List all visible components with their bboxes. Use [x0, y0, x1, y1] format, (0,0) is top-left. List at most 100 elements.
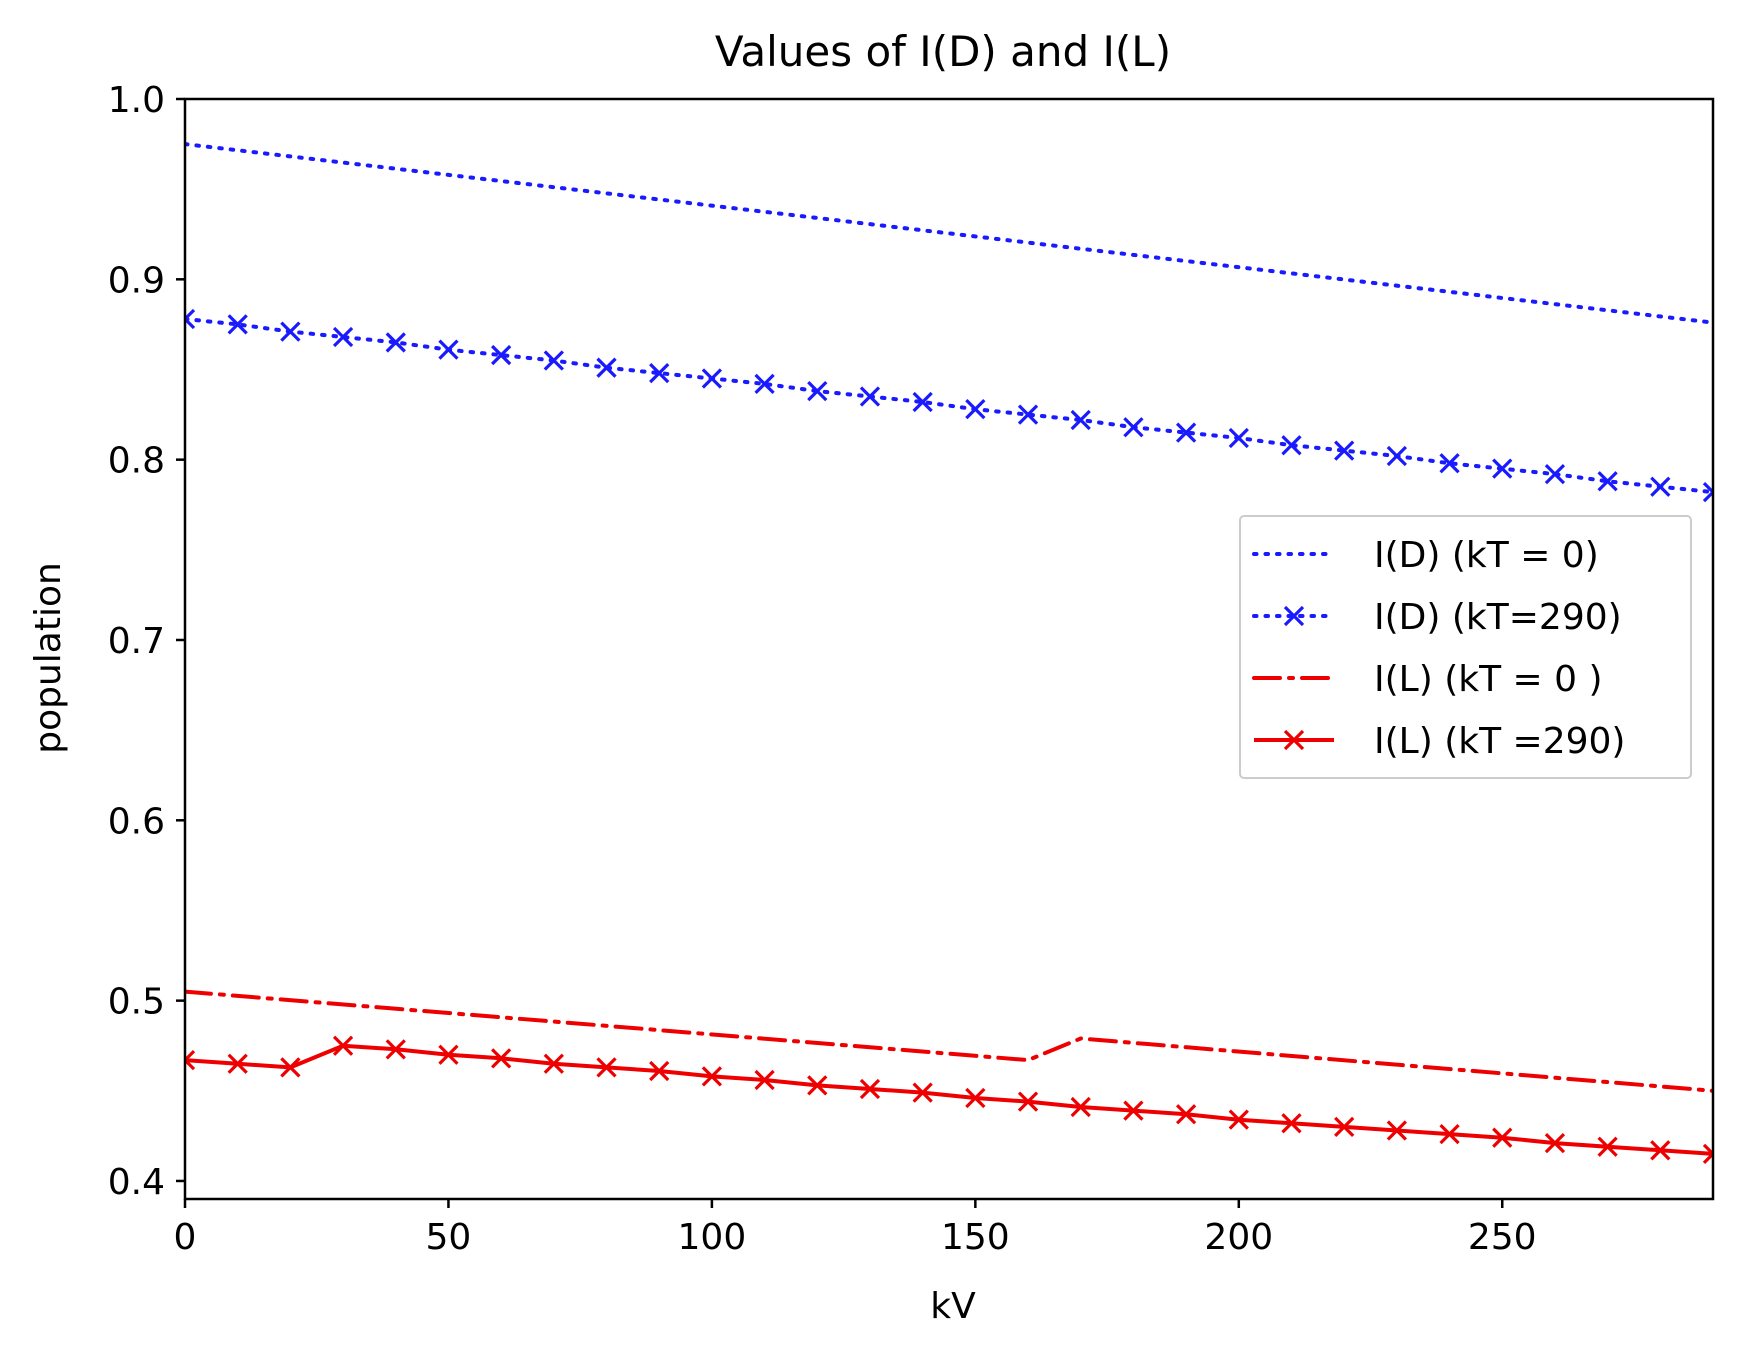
x-tick-label: 100: [678, 1217, 747, 1258]
plot-frame: [183, 97, 1715, 1201]
data-point-marker: [227, 1053, 248, 1074]
data-point-marker: [1017, 404, 1039, 425]
data-point-marker: [912, 391, 933, 413]
data-point-marker: [280, 1057, 301, 1078]
data-point-marker: [701, 1066, 723, 1087]
data-point-marker: [280, 321, 301, 342]
data-point-marker: [649, 1060, 670, 1082]
data-point-marker: [438, 339, 459, 360]
y-tick-label: 0.8: [108, 441, 165, 482]
data-point-marker: [649, 362, 670, 384]
legend-item: I(D) (kT=290): [1252, 597, 1622, 638]
data-point-marker: [1544, 463, 1566, 485]
data-point-marker: [438, 1044, 459, 1065]
data-point-marker: [807, 1075, 828, 1096]
data-point-marker: [596, 357, 617, 378]
x-tick-label: 150: [941, 1217, 1010, 1258]
series-2: [185, 308, 1713, 503]
data-point-marker: [701, 368, 723, 389]
data-point-marker: [543, 350, 564, 371]
x-tick-label: 250: [1468, 1217, 1537, 1258]
x-tick-label: 50: [426, 1217, 472, 1258]
y-tick-label: 0.9: [108, 260, 165, 301]
legend-item: I(L) (kT =290): [1254, 721, 1625, 762]
data-point-marker: [385, 1039, 406, 1060]
data-point-marker: [859, 386, 881, 407]
data-point-marker: [332, 326, 354, 348]
data-point-marker: [1597, 471, 1618, 492]
data-point-marker: [1702, 1143, 1713, 1165]
series-line: [185, 989, 1713, 1093]
data-point-marker: [1228, 1109, 1249, 1130]
data-point-marker: [1123, 417, 1144, 438]
data-point-marker: [1492, 458, 1513, 479]
x-tick-label: 200: [1204, 1217, 1273, 1258]
series-1: [185, 142, 1713, 325]
data-point-marker: [1070, 1096, 1091, 1118]
data-point-marker: [754, 373, 775, 395]
data-point-marker: [491, 1048, 512, 1069]
data-point-marker: [1544, 1132, 1566, 1154]
legend-item: I(L) (kT = 0 ): [1252, 659, 1603, 700]
series-3: [185, 989, 1713, 1093]
data-point-marker: [385, 332, 406, 353]
data-point-marker: [1386, 445, 1407, 467]
data-point-marker: [807, 380, 828, 402]
legend-marker: [1283, 605, 1305, 627]
data-point-marker: [1228, 427, 1249, 449]
y-axis: 0.4 0.5 0.6 0.7 0.8 0.9 1.0: [108, 80, 185, 1203]
data-point-marker: [227, 314, 248, 335]
legend-label: I(L) (kT =290): [1374, 721, 1625, 762]
data-point-marker: [1334, 440, 1355, 461]
y-tick-label: 0.4: [108, 1162, 165, 1203]
data-point-marker: [859, 1078, 881, 1100]
data-point-marker: [912, 1082, 933, 1103]
data-point-marker: [1281, 1113, 1302, 1134]
y-tick-label: 1.0: [108, 80, 165, 121]
data-point-marker: [1281, 435, 1302, 456]
data-point-marker: [965, 1087, 986, 1109]
y-tick-label: 0.7: [108, 621, 165, 662]
data-point-marker: [1492, 1127, 1513, 1148]
legend-box: [1239, 515, 1692, 779]
legend-marker: [1283, 729, 1305, 751]
legend-label: I(L) (kT = 0 ): [1374, 659, 1603, 700]
data-point-marker: [1597, 1136, 1618, 1157]
chart-title: Values of I(D) and I(L): [715, 27, 1171, 76]
y-axis-title: population: [28, 562, 69, 754]
series-line: [185, 317, 1713, 495]
data-point-marker: [965, 399, 986, 420]
series-4: [185, 1035, 1713, 1165]
x-axis-title: kV: [930, 1286, 976, 1327]
data-point-marker: [185, 308, 196, 330]
y-tick-label: 0.5: [108, 982, 165, 1023]
data-point-marker: [1650, 1140, 1671, 1161]
x-axis: 0 50 100 150 200 250: [174, 1199, 1537, 1258]
y-tick-label: 0.6: [108, 801, 165, 842]
series-layer: [185, 142, 1713, 1165]
data-point-marker: [596, 1057, 617, 1078]
data-point-marker: [1175, 422, 1197, 443]
data-point-marker: [185, 1050, 196, 1071]
data-point-marker: [1386, 1120, 1407, 1141]
data-point-marker: [1439, 453, 1460, 474]
data-point-marker: [1334, 1116, 1355, 1138]
legend: I(D) (kT = 0) I(D) (kT=290) I(L) (kT = 0 )…: [1239, 515, 1692, 779]
legend-item: I(D) (kT = 0): [1252, 535, 1599, 576]
data-point-marker: [1123, 1100, 1144, 1121]
data-point-marker: [754, 1069, 775, 1091]
data-point-marker: [332, 1035, 354, 1056]
data-point-marker: [1017, 1091, 1039, 1112]
data-point-marker: [1702, 481, 1713, 503]
data-point-marker: [1650, 476, 1671, 497]
series-line: [185, 1043, 1713, 1156]
legend-label: I(D) (kT=290): [1374, 597, 1622, 638]
x-tick-label: 0: [174, 1217, 197, 1258]
data-point-marker: [543, 1053, 564, 1074]
data-point-marker: [1439, 1123, 1460, 1145]
data-point-marker: [1175, 1104, 1197, 1125]
data-point-marker: [491, 344, 512, 366]
series-line: [185, 142, 1713, 325]
